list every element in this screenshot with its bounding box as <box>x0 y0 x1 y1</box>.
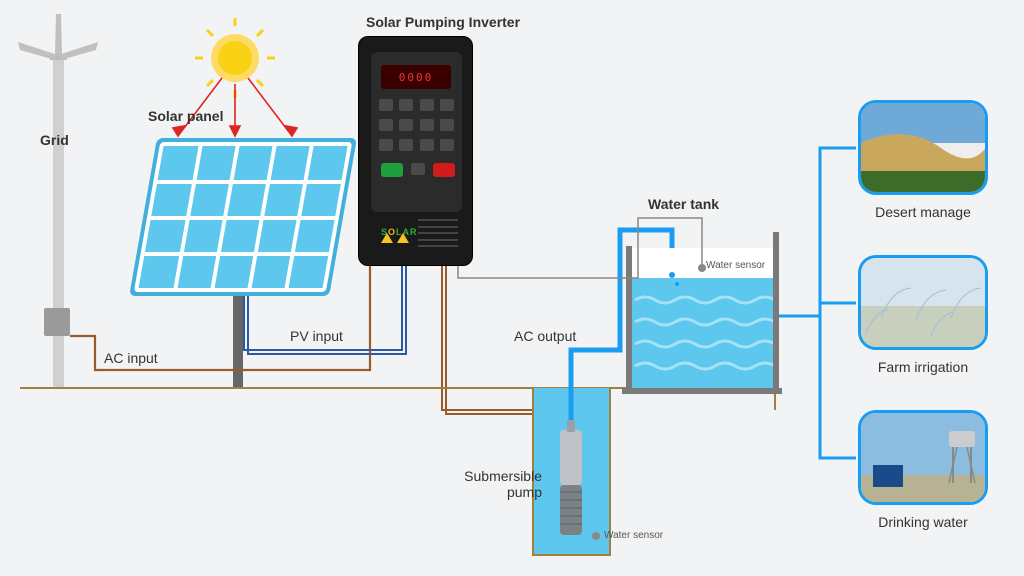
ac-output-label: AC output <box>514 328 576 344</box>
solar-panel-label: Solar panel <box>148 108 223 124</box>
water-sensor-well-label: Water sensor <box>604 530 663 541</box>
app-drinking-thumb <box>858 410 988 505</box>
app-drinking-label: Drinking water <box>858 514 988 530</box>
inverter-device: 0000 SOLAR <box>358 36 473 266</box>
pv-input-label: PV input <box>290 328 343 344</box>
water-sensor-tank-label: Water sensor <box>706 260 765 271</box>
title-label: Solar Pumping Inverter <box>366 14 520 30</box>
app-connectors <box>779 148 856 458</box>
sun-arrows <box>173 78 297 136</box>
app-desert-thumb <box>858 100 988 195</box>
water-tank-label: Water tank <box>648 196 719 212</box>
app-desert-label: Desert manage <box>858 204 988 220</box>
app-farm-label: Farm irrigation <box>858 359 988 375</box>
grid-structure <box>18 14 98 388</box>
grid-label: Grid <box>40 132 69 148</box>
pump-label: Submersible pump <box>462 468 542 500</box>
inverter-display: 0000 <box>399 71 434 84</box>
app-farm-thumb <box>858 255 988 350</box>
ac-input-label: AC input <box>104 350 158 366</box>
